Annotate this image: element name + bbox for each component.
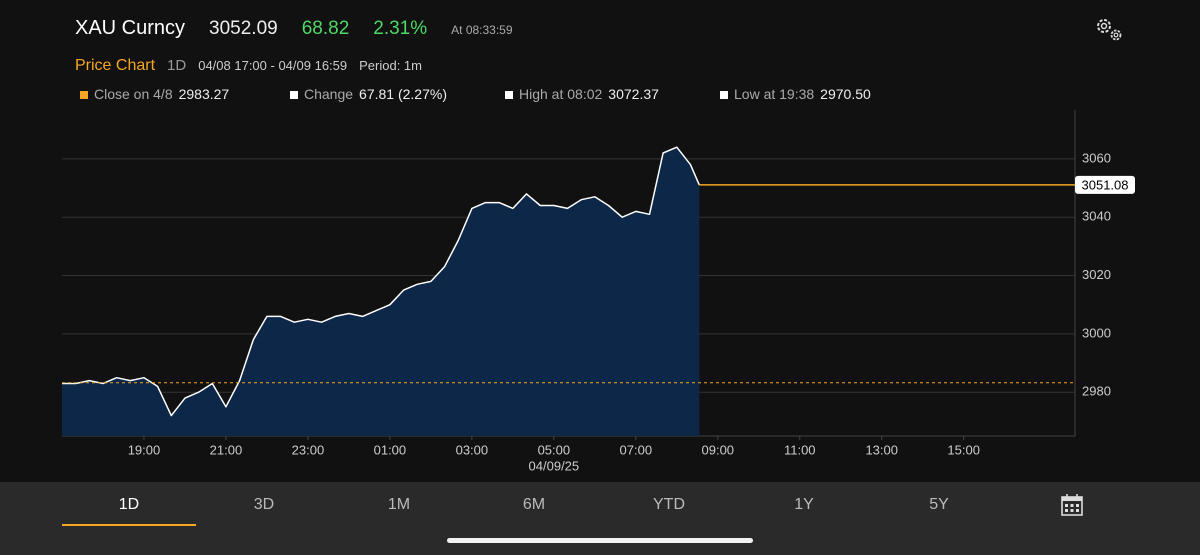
stat-value: 2970.50 bbox=[820, 86, 871, 102]
tab-bar: 1D 3D 1M 6M YTD 1Y 5Y bbox=[0, 482, 1200, 555]
tab[interactable]: 5Y bbox=[929, 496, 949, 513]
stat-label: Close on 4/8 bbox=[94, 86, 173, 102]
x-tick-label: 13:00 bbox=[865, 442, 898, 457]
legend-swatch bbox=[290, 91, 298, 99]
x-tick-label: 07:00 bbox=[620, 442, 653, 457]
x-tick-label: 05:00 bbox=[538, 442, 571, 457]
tab[interactable]: 6M bbox=[522, 496, 546, 513]
stat-label: High at 08:02 bbox=[519, 86, 603, 102]
legend-swatch bbox=[720, 91, 728, 99]
chart-title: Price Chart bbox=[75, 57, 156, 74]
stat-label: Low at 19:38 bbox=[734, 86, 815, 102]
stat-value: 2983.27 bbox=[178, 86, 230, 102]
tab[interactable]: 1M bbox=[387, 496, 411, 513]
stat-value: 67.81 (2.27%) bbox=[359, 86, 447, 102]
home-indicator bbox=[447, 538, 753, 543]
legend-swatch bbox=[505, 91, 513, 99]
last-value-box bbox=[1075, 175, 1135, 194]
active-indicator bbox=[62, 524, 196, 526]
legend-swatch bbox=[80, 91, 88, 99]
price: 3052.09 bbox=[209, 18, 278, 39]
tab[interactable]: 3D bbox=[253, 496, 275, 513]
change-pct: 2.31% bbox=[373, 18, 428, 39]
y-tick-label: 3000 bbox=[1082, 325, 1111, 340]
x-tick-label: 11:00 bbox=[784, 442, 816, 457]
stat-value: 3072.37 bbox=[608, 86, 659, 102]
area-fill bbox=[62, 147, 700, 436]
stat-label: Change bbox=[304, 86, 354, 102]
tab[interactable]: YTD bbox=[653, 496, 685, 513]
stat: Change 67.81 (2.27%) bbox=[290, 86, 447, 102]
stat: High at 08:02 3072.37 bbox=[505, 86, 659, 102]
x-tick-label: 01:00 bbox=[374, 442, 407, 457]
x-tick-label: 19:00 bbox=[128, 442, 161, 457]
x-tick-label: 21:00 bbox=[210, 442, 243, 457]
x-tick-label: 23:00 bbox=[292, 442, 325, 457]
stat: Low at 19:38 2970.50 bbox=[720, 86, 871, 102]
header: XAU Curncy 3052.09 68.82 2.31% At 08:33:… bbox=[75, 17, 513, 40]
span: 04/08 17:00 - 04/09 16:59 bbox=[198, 58, 348, 73]
y-tick-label: 2980 bbox=[1082, 384, 1111, 399]
y-tick-label: 3040 bbox=[1082, 209, 1111, 224]
x-tick-label: 09:00 bbox=[702, 442, 735, 457]
x-tick-label: 15:00 bbox=[947, 442, 980, 457]
last-value-label: 3051.08 bbox=[1082, 177, 1129, 192]
chart: 2980 3000 3020 3040 3060 19:00 21:00 23:00 01:00… bbox=[62, 110, 1135, 473]
timestamp: At 08:33:59 bbox=[451, 23, 513, 37]
stat: Close on 4/8 2983.27 bbox=[80, 86, 229, 102]
settings-icon[interactable] bbox=[1092, 14, 1128, 44]
subheader: Price Chart 1D 04/08 17:00 - 04/09 16:59… bbox=[75, 57, 422, 75]
y-tick-label: 3060 bbox=[1082, 150, 1111, 165]
date-label: 04/09/25 bbox=[529, 458, 580, 473]
change: 68.82 bbox=[301, 18, 350, 39]
calendar-icon[interactable] bbox=[1061, 494, 1083, 516]
x-tick-label: 03:00 bbox=[456, 442, 489, 457]
ticker: XAU Curncy bbox=[75, 17, 186, 39]
tab[interactable]: 1D bbox=[118, 496, 140, 513]
period: Period: 1m bbox=[359, 58, 422, 73]
range: 1D bbox=[167, 57, 187, 74]
tab[interactable]: 1Y bbox=[794, 496, 814, 513]
y-tick-label: 3020 bbox=[1082, 267, 1111, 282]
price-line bbox=[62, 146, 700, 417]
